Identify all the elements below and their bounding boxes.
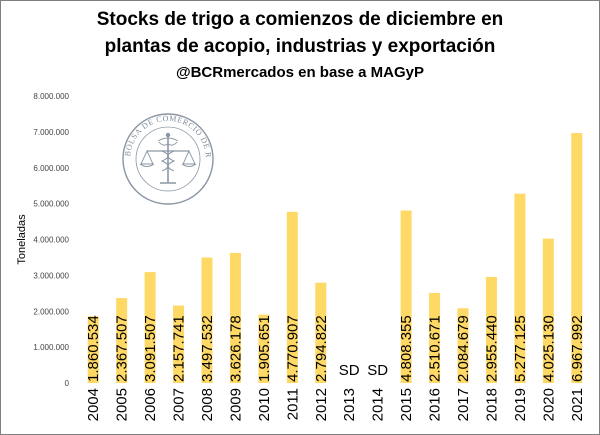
chart-subtitle: @BCRmercados en base a MAGyP	[175, 64, 425, 81]
x-tick-label: 2004	[85, 388, 102, 421]
bar-value-label: 4.808.355	[398, 315, 415, 382]
bar	[87, 316, 99, 383]
bar	[571, 133, 583, 383]
bar	[457, 308, 469, 383]
bar-value-label: SD	[339, 362, 360, 379]
y-tick-label: 6.000.000	[33, 164, 69, 173]
bar	[315, 282, 327, 383]
bar	[485, 276, 497, 383]
x-tick-label: 2014	[370, 388, 387, 421]
y-tick-label: 0	[65, 379, 70, 388]
x-tick-label: 2012	[313, 388, 330, 421]
y-tick-label: 4.000.000	[33, 236, 69, 245]
x-tick-label: 2005	[114, 388, 131, 421]
bar-value-label: 2.084.679	[455, 315, 472, 382]
bar	[229, 252, 241, 383]
bar	[429, 292, 441, 383]
bar-value-label: 6.967.992	[569, 315, 586, 382]
bar-value-label: 2.794.822	[313, 315, 330, 382]
bar-value-label: 1.860.534	[85, 315, 102, 382]
y-tick-label: 3.000.000	[33, 271, 69, 280]
bcr-seal-logo: BOLSA DE COMERCIO DE ROSARIO	[1, 1, 214, 205]
y-tick-label: 2.000.000	[33, 307, 69, 316]
x-tick-label: 2018	[483, 388, 500, 421]
bar	[514, 193, 526, 383]
x-tick-label: 2017	[455, 388, 472, 421]
x-tick-label: 2008	[199, 388, 216, 421]
bar-value-label: 2.367.507	[114, 315, 131, 382]
bar	[116, 298, 128, 383]
x-tick-label: 2016	[427, 388, 444, 421]
y-tick-label: 7.000.000	[33, 128, 69, 137]
bar	[173, 305, 185, 383]
bar	[144, 272, 156, 383]
x-tick-label: 2007	[171, 388, 188, 421]
bar	[201, 257, 213, 383]
chart-title-line-2: plantas de acopio, industrias y exportac…	[104, 36, 496, 57]
y-axis-label: Toneladas	[16, 214, 28, 265]
bar	[286, 211, 298, 383]
bar-value-label: 4.770.907	[284, 315, 301, 382]
bar-value-label: 2.157.741	[171, 315, 188, 382]
bar-value-label: 2.955.440	[483, 315, 500, 382]
x-tick-label: 2006	[142, 388, 159, 421]
x-tick-label: 2011	[284, 388, 301, 420]
x-tick-label: 2020	[540, 388, 557, 421]
x-tick-label: 2021	[569, 388, 586, 421]
y-tick-label: 1.000.000	[33, 343, 69, 352]
chart-title-line-1: Stocks de trigo a comienzos de diciembre…	[96, 9, 504, 30]
bar-value-label: 4.025.130	[540, 315, 557, 382]
bar-value-label: 3.497.532	[199, 315, 216, 382]
bar	[258, 314, 270, 383]
bar-value-label: 1.905.651	[256, 315, 273, 382]
bar-value-label: 5.277.125	[512, 315, 529, 382]
bar-value-label: SD	[367, 362, 388, 379]
bar	[542, 238, 554, 383]
bar-value-label: 3.626.178	[227, 315, 244, 382]
bar-value-label: 3.091.507	[142, 315, 159, 382]
bar	[400, 210, 412, 383]
x-tick-label: 2010	[256, 388, 273, 421]
x-tick-label: 2013	[341, 388, 358, 421]
x-tick-label: 2009	[227, 388, 244, 421]
y-tick-label: 8.000.000	[33, 92, 69, 101]
bar-value-label: 2.510.671	[427, 315, 444, 382]
x-tick-label: 2019	[512, 388, 529, 421]
y-tick-label: 5.000.000	[33, 200, 69, 209]
x-tick-label: 2015	[398, 388, 415, 421]
